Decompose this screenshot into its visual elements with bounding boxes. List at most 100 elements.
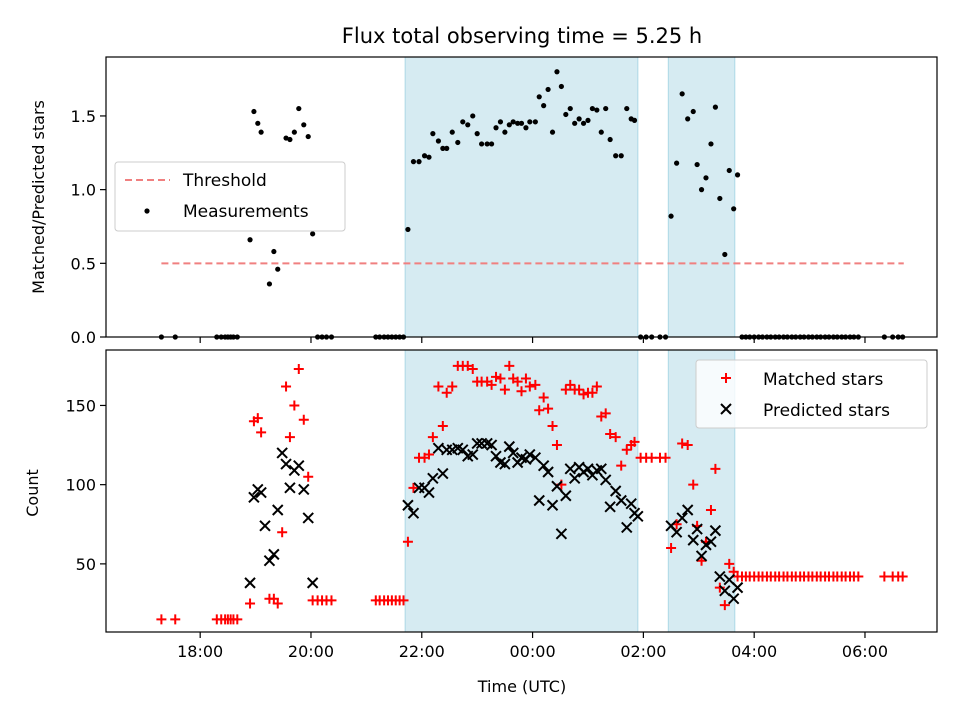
measurements-point-47 [455, 139, 461, 146]
matched-stars-point-86 [629, 436, 640, 447]
matched-stars-point-94 [677, 438, 688, 449]
matched-stars-point-78 [591, 381, 602, 392]
x-tick-label-5: 02:00 [620, 642, 666, 661]
predicted-stars-point-75 [700, 539, 712, 551]
measurements-point-84 [624, 105, 630, 112]
matched-stars-point-36 [398, 595, 409, 606]
predicted-stars-point-67 [632, 510, 644, 523]
predicted-stars-point-17 [402, 499, 414, 511]
measurements-point-75 [580, 120, 587, 126]
chart-title: Flux total observing time = 5.25 h [342, 24, 702, 48]
predicted-stars-point-64 [621, 521, 633, 534]
bottom-y-tick-label-2: 100 [65, 476, 96, 495]
matched-stars-point-42 [427, 432, 438, 443]
measurements-point-45 [444, 145, 450, 151]
matched-stars-point-13 [256, 427, 267, 438]
predicted-stars-point-70 [676, 512, 688, 524]
matched-stars-point-20 [289, 400, 300, 411]
legend-matched-swatch [721, 373, 731, 383]
matched-stars-point-62 [520, 373, 531, 384]
predicted-stars-point-7 [268, 548, 280, 561]
measurements-point-43 [435, 138, 441, 144]
matched-stars-point-81 [605, 428, 616, 439]
matched-stars-point-71 [560, 384, 571, 395]
predicted-stars-point-63 [615, 494, 627, 507]
measurements-point-60 [515, 120, 521, 126]
measurements-point-106 [734, 172, 741, 178]
measurements-point-99 [703, 175, 709, 181]
predicted-stars-point-22 [427, 472, 439, 485]
predicted-stars-point-65 [625, 497, 637, 510]
measurements-point-80 [603, 105, 609, 112]
predicted-stars-point-59 [595, 463, 607, 475]
measurements-point-23 [305, 133, 311, 140]
measurements-point-105 [731, 206, 737, 212]
matched-stars-point-22 [298, 414, 309, 425]
matched-stars-point-61 [516, 386, 527, 397]
matched-stars-point-64 [530, 379, 541, 390]
measurements-point-65 [536, 94, 542, 100]
predicted-stars-point-38 [503, 440, 516, 453]
bottom-y-tick-label-3: 150 [65, 396, 96, 415]
matched-stars-point-101 [710, 463, 721, 474]
legend-measurements-swatch [144, 208, 150, 214]
measurements-point-71 [563, 111, 569, 118]
measurements-point-55 [493, 125, 499, 131]
measurements-point-52 [479, 141, 485, 147]
predicted-stars-point-73 [691, 523, 703, 535]
matched-stars-point-77 [587, 387, 598, 398]
measurements-point-54 [488, 141, 495, 147]
matched-stars-point-12 [252, 413, 263, 424]
predicted-stars-point-30 [467, 448, 479, 461]
bottom-shaded-interval-1 [404, 349, 639, 633]
matched-stars-point-82 [610, 432, 621, 443]
predicted-stars-point-47 [542, 466, 554, 478]
predicted-stars-point-60 [600, 474, 612, 486]
predicted-stars-point-82 [731, 581, 744, 594]
matched-stars-point-17 [277, 527, 288, 538]
measurements-point-48 [460, 119, 466, 125]
bottom-y-axis-label: Count [23, 469, 42, 517]
measurements-point-49 [465, 122, 471, 128]
measurements-point-40 [421, 153, 428, 159]
measurements-point-59 [510, 119, 516, 125]
measurements-point-78 [594, 107, 600, 113]
matched-stars-point-74 [574, 384, 585, 395]
predicted-stars-point-35 [490, 450, 502, 462]
top-legend: Threshold Measurements [114, 161, 346, 232]
top-y-tick-label-3: 1.0 [71, 181, 96, 200]
measurements-point-61 [518, 120, 525, 126]
predicted-stars-point-78 [714, 570, 726, 583]
matched-stars-point-1 [156, 614, 167, 625]
predicted-stars-point-2 [248, 491, 260, 504]
measurements-point-82 [613, 153, 619, 159]
matched-stars-point-2 [170, 614, 181, 625]
measurements-point-58 [506, 122, 512, 128]
matched-stars-point-135 [853, 571, 864, 582]
legend-predicted-swatch [720, 403, 732, 415]
matched-stars-point-103 [719, 600, 730, 611]
predicted-stars-point-10 [280, 458, 292, 470]
measurements-point-14 [266, 281, 273, 287]
matched-stars-point-139 [897, 571, 908, 582]
predicted-stars-point-31 [471, 437, 483, 450]
predicted-stars-point-34 [485, 439, 498, 451]
measurements-point-104 [726, 167, 732, 174]
x-tick-label-3: 22:00 [399, 642, 445, 661]
top-y-tick-label-2: 0.5 [71, 254, 96, 273]
matched-stars-point-58 [504, 360, 515, 371]
matched-stars-point-45 [441, 387, 452, 398]
predicted-stars-point-16 [306, 577, 319, 589]
predicted-stars-point-37 [499, 458, 511, 470]
predicted-stars-point-76 [705, 535, 717, 548]
matched-stars-point-102 [714, 582, 725, 593]
measurements-point-42 [430, 131, 436, 137]
measurements-point-53 [484, 141, 490, 147]
bottom-axes-frame [105, 349, 938, 633]
predicted-stars-point-71 [681, 504, 694, 516]
measurements-point-69 [554, 69, 560, 75]
matched-stars-point-37 [402, 536, 413, 547]
measurements-point-98 [698, 187, 705, 193]
predicted-stars-point-53 [568, 472, 581, 485]
bottom-panel: 50 100 150 18:00 20:00 22:00 00:00 02:00 04:00 06… [65, 349, 938, 661]
